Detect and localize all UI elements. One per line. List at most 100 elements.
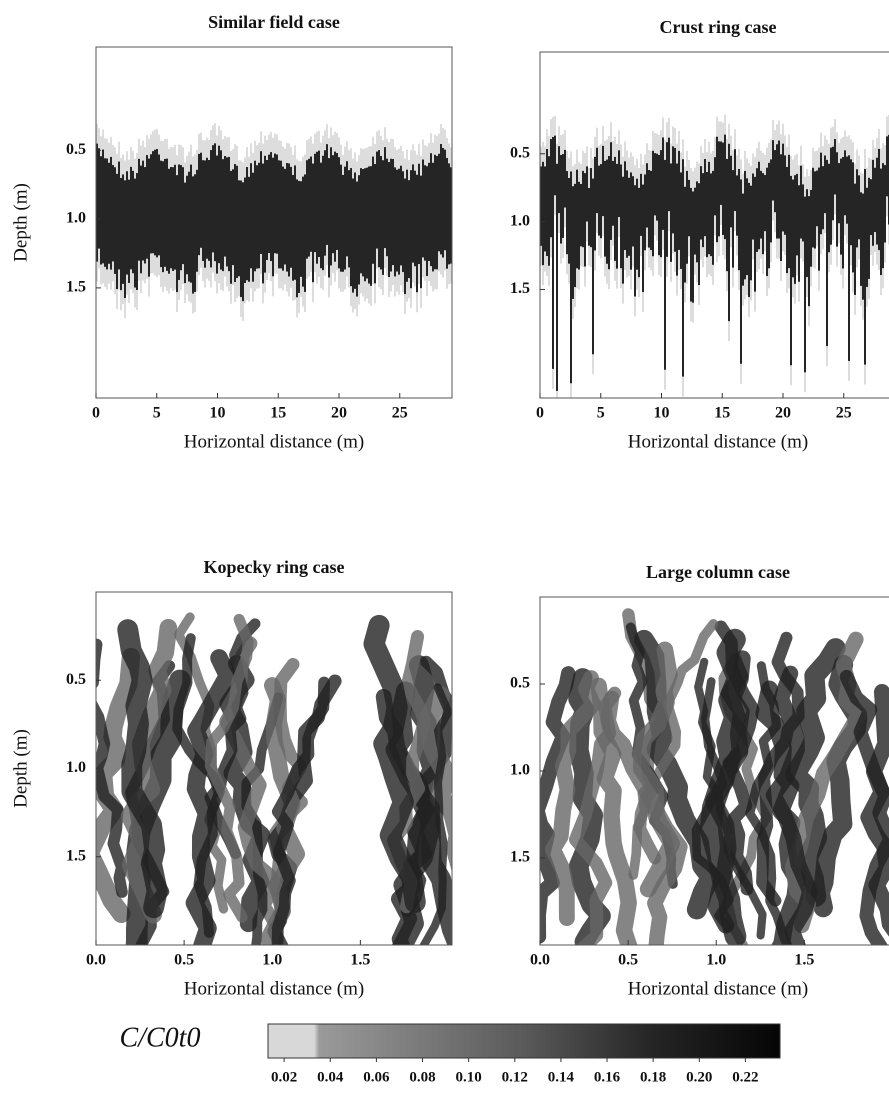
field-cell xyxy=(270,152,272,262)
field-cell xyxy=(390,158,392,272)
field-cell xyxy=(544,166,546,252)
x-tick-label: 25 xyxy=(836,405,852,422)
field-cell xyxy=(854,183,856,295)
field-cell xyxy=(374,163,376,284)
field-cell xyxy=(880,168,882,276)
field-cell xyxy=(878,148,880,251)
field-cell xyxy=(440,144,442,255)
field-cell xyxy=(598,165,600,236)
x-axis-label: Horizontal distance (m) xyxy=(184,431,364,452)
field-cell xyxy=(778,140,780,239)
field-cell xyxy=(870,179,872,236)
field-cell xyxy=(882,163,884,269)
field-cell xyxy=(236,165,238,278)
x-tick-label: 20 xyxy=(331,405,347,422)
field-cell xyxy=(206,157,208,259)
field-cell xyxy=(434,154,436,270)
field-cell xyxy=(274,153,276,254)
field-cell xyxy=(776,144,778,239)
field-cell xyxy=(748,182,750,298)
field-cell xyxy=(688,179,690,237)
field-cell xyxy=(712,170,714,265)
field-cell xyxy=(232,169,234,266)
field-cell xyxy=(214,143,216,262)
field-cell xyxy=(410,170,412,289)
field-cell xyxy=(358,175,360,285)
field-cell xyxy=(150,154,152,254)
plume xyxy=(860,684,889,937)
field-cell xyxy=(246,167,248,281)
field-cell xyxy=(308,158,310,257)
field-cell xyxy=(188,171,190,282)
field-cell xyxy=(180,165,182,271)
field-cell xyxy=(554,135,556,196)
field-cell xyxy=(802,184,804,242)
plume xyxy=(363,614,426,913)
field-cell xyxy=(716,136,718,243)
field-cell xyxy=(320,162,322,269)
field-cell xyxy=(816,170,818,227)
field-cell xyxy=(858,175,860,240)
field xyxy=(540,114,889,398)
field-cell xyxy=(698,183,700,286)
field-cell xyxy=(620,164,622,269)
field-cell xyxy=(406,169,408,282)
field xyxy=(96,612,452,945)
field-cell xyxy=(700,166,702,240)
plume xyxy=(632,641,680,898)
field-cell xyxy=(398,168,400,275)
colorbar-tick-label: 0.04 xyxy=(317,1069,344,1085)
field-cell xyxy=(834,139,836,195)
plume xyxy=(271,676,330,945)
field-cell xyxy=(820,152,822,235)
field-cell xyxy=(650,170,652,251)
field-cell xyxy=(332,155,334,254)
field-cell xyxy=(154,149,156,256)
plume xyxy=(544,670,602,927)
y-tick-label: 1.0 xyxy=(66,759,86,776)
field-cell xyxy=(272,157,274,277)
field-cell xyxy=(128,179,130,283)
field-cell xyxy=(604,160,606,257)
field-cell xyxy=(696,181,698,263)
field-cell xyxy=(322,155,324,271)
y-tick-label: 1.5 xyxy=(510,849,530,866)
field-cell xyxy=(724,134,726,240)
field-cell xyxy=(254,160,256,272)
field-cell xyxy=(140,165,142,274)
x-tick-label: 1.5 xyxy=(794,952,814,969)
field-cell xyxy=(668,137,670,212)
field-cell xyxy=(586,166,588,222)
x-tick-label: 15 xyxy=(714,405,730,422)
plot-frame xyxy=(539,51,889,399)
field-cell xyxy=(762,173,764,255)
field-cell xyxy=(416,174,418,293)
field-cell xyxy=(290,166,292,268)
field-cell xyxy=(774,150,776,213)
field-cell xyxy=(576,169,578,269)
field-cell xyxy=(408,180,410,279)
field-cell xyxy=(264,155,266,273)
field-cell xyxy=(126,171,128,275)
field-cell xyxy=(238,180,240,277)
field-cell xyxy=(822,166,824,230)
field-cell xyxy=(588,188,590,246)
field-cell xyxy=(656,153,658,221)
field-cell xyxy=(708,161,710,255)
x-tick-label: 0 xyxy=(92,405,100,422)
field-cell xyxy=(670,163,672,262)
field-cell xyxy=(184,182,186,284)
field-cell xyxy=(790,175,792,366)
plume xyxy=(419,686,452,873)
field-cell xyxy=(130,166,132,270)
field-cell xyxy=(686,170,688,264)
field-cell xyxy=(144,167,146,264)
field-cell xyxy=(760,170,762,239)
colorbar-tick-label: 0.14 xyxy=(548,1069,575,1085)
field-cell xyxy=(284,168,286,265)
field-cell xyxy=(252,172,254,282)
field-cell xyxy=(772,140,774,201)
field-cell xyxy=(116,173,118,290)
field-cell xyxy=(634,185,636,297)
field-cell xyxy=(242,182,244,302)
